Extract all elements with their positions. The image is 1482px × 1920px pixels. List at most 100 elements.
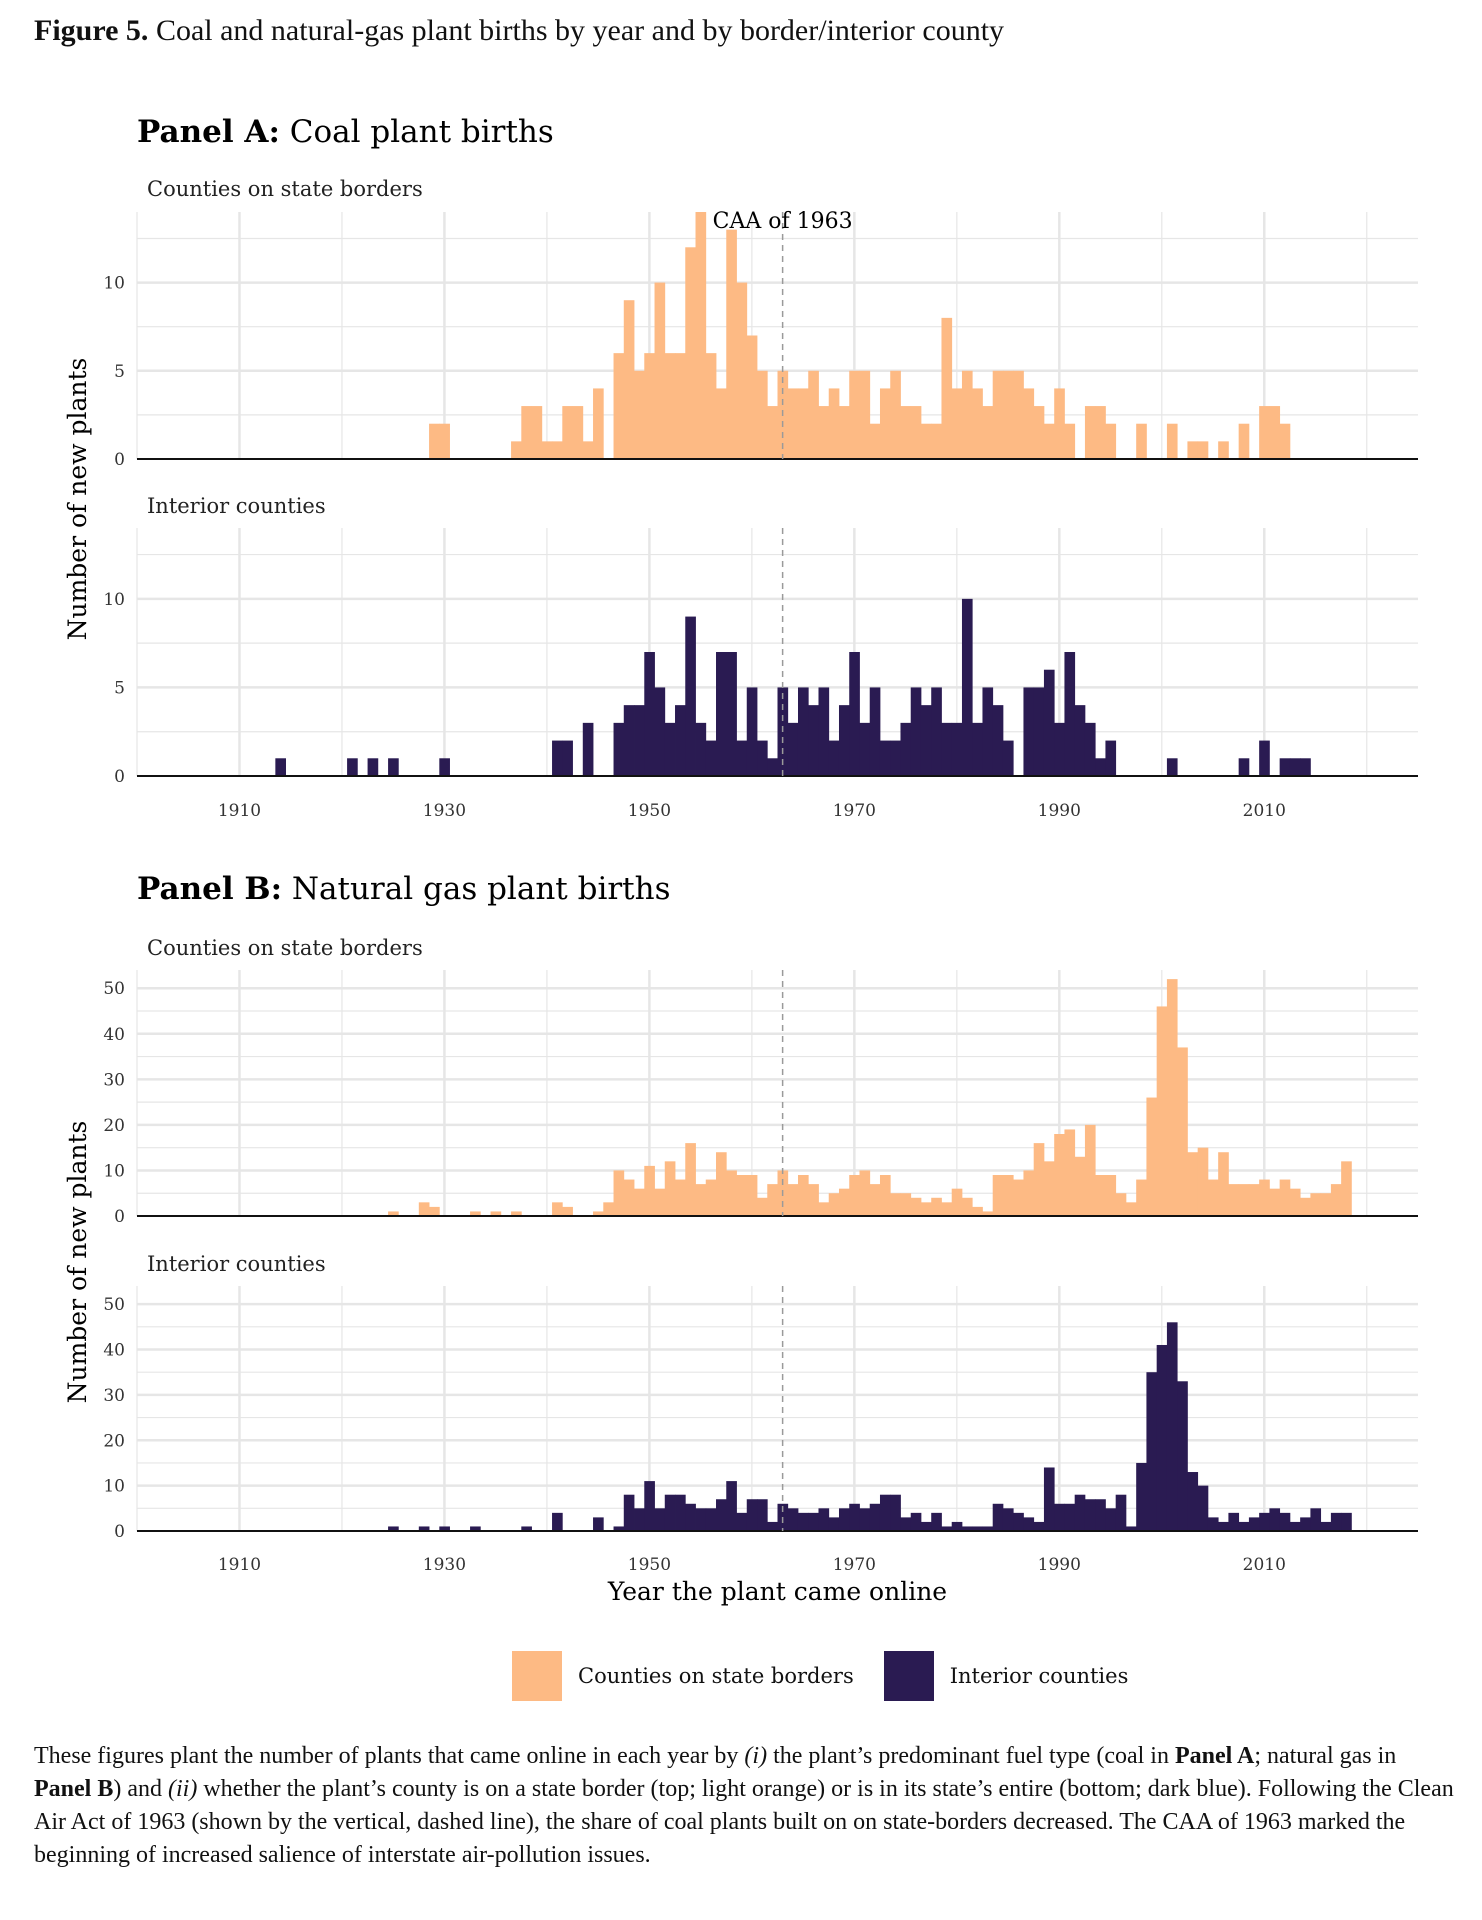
bar xyxy=(879,388,891,459)
x-axis-label: Year the plant came online xyxy=(607,1577,947,1606)
bar xyxy=(664,1161,676,1216)
x-tick-label: 1990 xyxy=(1038,1555,1081,1575)
bar xyxy=(890,1494,901,1531)
bar xyxy=(808,1184,819,1216)
bar xyxy=(1177,1381,1188,1531)
bar xyxy=(439,1526,450,1531)
bar xyxy=(746,1175,758,1216)
bar xyxy=(920,1521,932,1531)
bar xyxy=(961,598,973,776)
bar xyxy=(654,1508,666,1531)
bar xyxy=(1300,758,1311,776)
caption-item: (ii) xyxy=(168,1776,198,1802)
bar xyxy=(552,441,563,459)
facet-label: Counties on state borders xyxy=(147,177,423,201)
bar xyxy=(705,1179,717,1216)
y-axis-label: Number of new plants xyxy=(63,1121,92,1404)
bar xyxy=(1156,1344,1168,1531)
bar xyxy=(654,1188,666,1216)
bar xyxy=(972,1206,983,1216)
bar xyxy=(1002,740,1014,776)
bar xyxy=(736,740,748,776)
bar xyxy=(1043,1161,1055,1216)
bar xyxy=(808,1512,819,1531)
bar xyxy=(275,758,286,776)
bar xyxy=(1146,1372,1158,1531)
bar xyxy=(838,406,850,459)
bar xyxy=(634,1188,645,1216)
bar xyxy=(685,1503,696,1531)
bar xyxy=(1023,687,1035,776)
bar xyxy=(1330,1512,1342,1531)
bar xyxy=(910,1512,922,1531)
bar xyxy=(1054,388,1065,459)
bar xyxy=(1310,1508,1322,1531)
bar xyxy=(1330,1184,1342,1216)
bar xyxy=(818,1202,830,1216)
bar xyxy=(992,1503,1004,1531)
bar xyxy=(951,388,963,459)
bar xyxy=(1269,406,1281,459)
bar xyxy=(1002,1175,1014,1216)
bar xyxy=(726,652,737,776)
bar xyxy=(1074,1156,1086,1216)
y-tick-label: 10 xyxy=(103,590,125,610)
bar xyxy=(593,1517,604,1531)
x-tick-label: 1930 xyxy=(423,1555,466,1575)
bar xyxy=(634,370,645,459)
bar xyxy=(890,740,901,776)
bar xyxy=(767,758,778,776)
bar xyxy=(1238,1184,1250,1216)
bar xyxy=(1166,758,1178,776)
bar xyxy=(634,1508,645,1531)
bar xyxy=(859,1508,871,1531)
figure-label: Figure 5. xyxy=(34,14,149,47)
bar xyxy=(838,1508,850,1531)
bar xyxy=(787,722,799,776)
bar xyxy=(879,1175,891,1216)
bar xyxy=(716,1499,727,1531)
bar xyxy=(1023,388,1035,459)
bar xyxy=(941,1202,953,1216)
bar xyxy=(951,1521,963,1531)
bar xyxy=(716,388,727,459)
bar xyxy=(1177,1047,1188,1216)
bar xyxy=(910,406,922,459)
caption-text: These figures plant the number of plants… xyxy=(34,1743,745,1769)
bar xyxy=(439,423,450,459)
bar xyxy=(1023,1517,1035,1531)
bar xyxy=(1095,758,1106,776)
legend-label-interior: Interior counties xyxy=(949,1664,1129,1688)
bar xyxy=(838,705,850,776)
bar xyxy=(1320,1193,1332,1216)
y-tick-label: 5 xyxy=(114,678,125,698)
bar xyxy=(1115,1494,1127,1531)
bar xyxy=(1105,1508,1117,1531)
bar xyxy=(705,740,717,776)
facet-label: Interior counties xyxy=(147,1252,326,1276)
bar xyxy=(1259,740,1270,776)
bar xyxy=(429,1206,440,1216)
bar xyxy=(808,370,819,459)
bar xyxy=(552,1202,563,1216)
bar xyxy=(1146,1097,1158,1216)
bar xyxy=(1279,1179,1291,1216)
bar xyxy=(1166,979,1178,1216)
bar xyxy=(1115,1193,1127,1216)
bar xyxy=(1197,1147,1209,1216)
bar xyxy=(1300,1197,1311,1216)
bar xyxy=(797,687,809,776)
bar xyxy=(716,652,727,776)
bar xyxy=(541,441,553,459)
legend-item-interior: Interior counties xyxy=(883,1651,1129,1701)
bar xyxy=(1043,669,1055,776)
bar xyxy=(695,212,707,459)
bar xyxy=(746,687,758,776)
bar xyxy=(1084,1124,1096,1216)
bar xyxy=(1095,406,1106,459)
bar xyxy=(572,406,584,459)
bar xyxy=(1320,1521,1332,1531)
bar xyxy=(828,740,840,776)
bar xyxy=(675,1179,686,1216)
